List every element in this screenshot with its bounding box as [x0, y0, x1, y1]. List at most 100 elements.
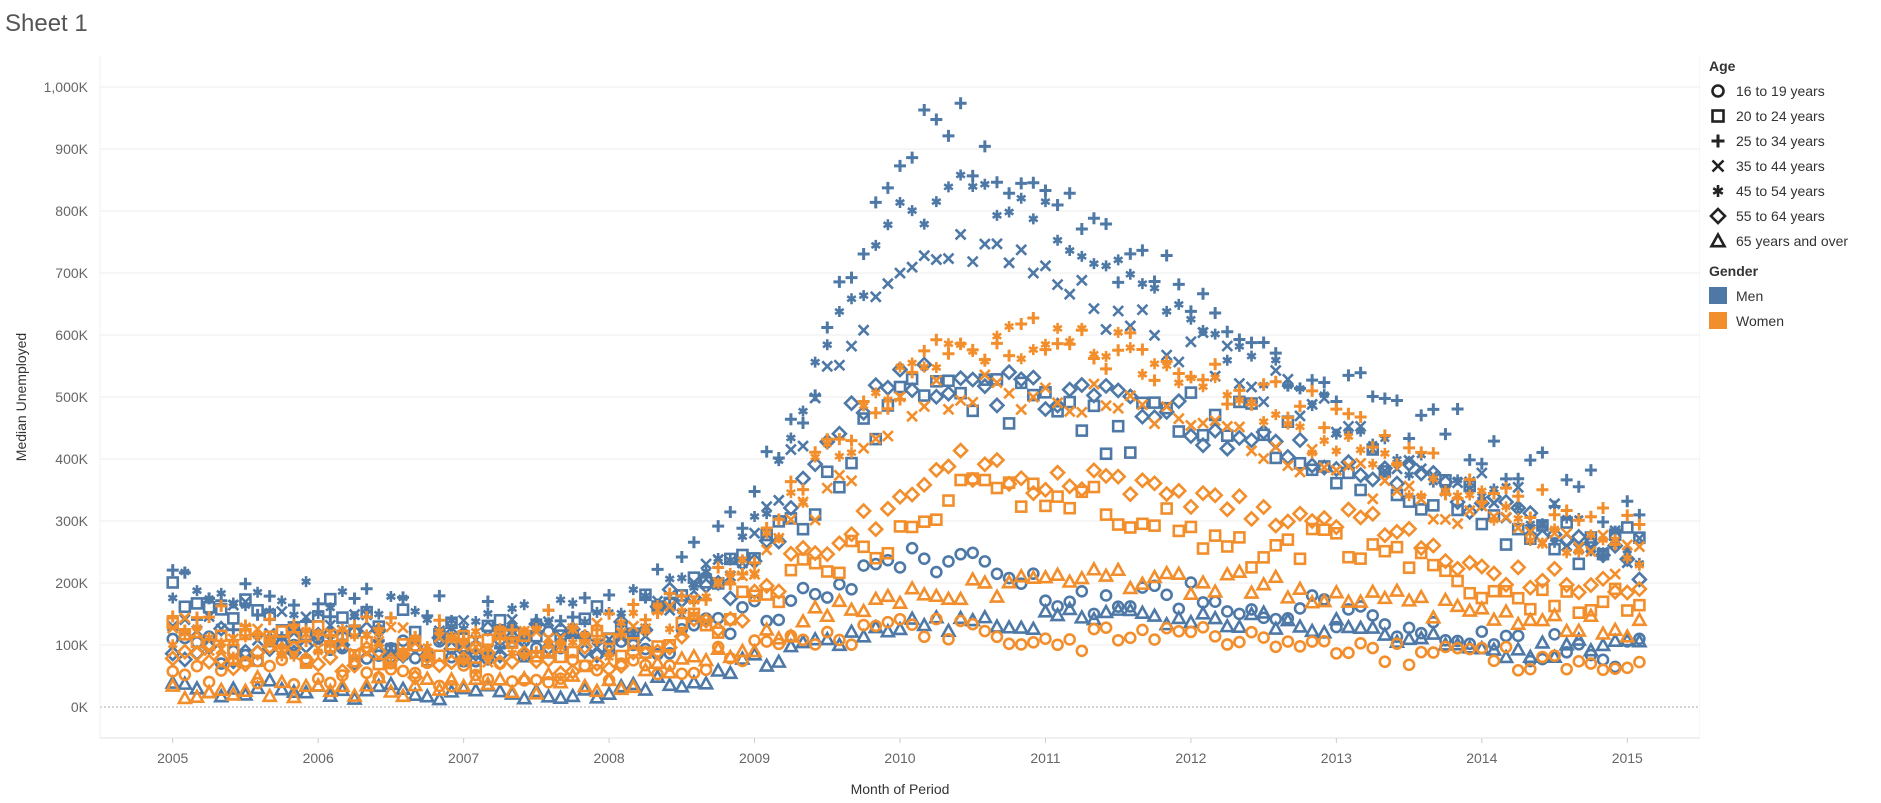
- data-point: [1267, 517, 1285, 534]
- data-point: [942, 129, 955, 142]
- data-point: [455, 650, 472, 668]
- data-point: [602, 632, 616, 646]
- data-point: [881, 546, 895, 560]
- data-point: [1342, 603, 1355, 616]
- data-point: [746, 645, 763, 661]
- data-point: [845, 474, 858, 487]
- legend-item-age[interactable]: 65 years and over: [1709, 228, 1879, 253]
- data-point: [528, 652, 545, 670]
- legend-item-gender[interactable]: Women: [1709, 308, 1879, 333]
- data-point: [893, 561, 907, 574]
- data-point: [1475, 517, 1489, 531]
- data-point: [1367, 458, 1378, 470]
- data-point: [1451, 641, 1464, 655]
- data-point: [1364, 619, 1381, 634]
- data-point: [1124, 600, 1137, 613]
- data-point: [1548, 649, 1561, 663]
- data-point: [324, 629, 337, 642]
- data-point: [554, 614, 567, 627]
- data-point: [1416, 490, 1427, 502]
- data-point: [1039, 632, 1052, 646]
- data-point: [1196, 621, 1210, 634]
- data-point: [1233, 421, 1246, 433]
- data-point: [288, 609, 299, 621]
- data-point: [724, 506, 737, 519]
- data-point: [1210, 372, 1221, 384]
- data-point: [1294, 400, 1306, 413]
- legend-item-age[interactable]: 55 to 64 years: [1709, 203, 1879, 228]
- data-point: [555, 594, 566, 606]
- data-point: [903, 381, 921, 399]
- data-point: [1560, 646, 1573, 659]
- data-point: [1182, 585, 1200, 600]
- data-point: [640, 590, 651, 602]
- data-point: [1475, 500, 1488, 512]
- data-point: [966, 396, 979, 409]
- data-point: [748, 527, 761, 540]
- data-point: [1064, 335, 1075, 347]
- data-point: [855, 627, 872, 643]
- data-point: [1570, 583, 1588, 601]
- legend-item-gender[interactable]: Men: [1709, 283, 1879, 308]
- data-point: [845, 271, 858, 284]
- data-point: [1281, 533, 1295, 546]
- data-point: [1137, 278, 1148, 290]
- data-point: [833, 566, 846, 580]
- data-point: [372, 649, 386, 662]
- legend-item-age[interactable]: 45 to 54 years: [1709, 178, 1879, 203]
- legend-item-age[interactable]: 16 to 19 years: [1709, 78, 1879, 103]
- data-point: [1631, 571, 1648, 588]
- data-point: [166, 620, 179, 633]
- data-point: [358, 640, 376, 657]
- data-point: [1582, 607, 1600, 623]
- y-tick-label: 500K: [55, 389, 88, 405]
- data-point: [1449, 560, 1466, 578]
- data-point: [1512, 490, 1525, 503]
- data-point: [809, 514, 822, 526]
- data-point: [1428, 473, 1439, 485]
- data-point: [857, 324, 870, 337]
- data-point: [370, 677, 387, 693]
- data-point: [772, 494, 785, 507]
- data-point: [516, 669, 533, 685]
- data-point: [748, 485, 761, 498]
- data-point: [204, 593, 215, 605]
- data-point: [1039, 381, 1052, 394]
- data-point: [891, 620, 909, 636]
- y-tick-label: 700K: [55, 265, 88, 281]
- data-point: [673, 677, 691, 693]
- data-point: [794, 612, 812, 628]
- data-point: [845, 582, 858, 596]
- data-point: [300, 635, 313, 648]
- data-point: [919, 218, 930, 230]
- data-point: [1582, 576, 1600, 594]
- data-point: [1037, 400, 1054, 418]
- data-point: [1318, 376, 1331, 389]
- data-point: [1379, 447, 1390, 459]
- data-point: [930, 612, 943, 626]
- legend-item-age[interactable]: 25 to 34 years: [1709, 128, 1879, 153]
- data-point: [1000, 475, 1018, 493]
- data-point: [1315, 509, 1333, 527]
- data-point: [857, 248, 870, 261]
- data-point: [749, 568, 760, 580]
- data-point: [1331, 428, 1342, 440]
- data-point: [567, 597, 578, 609]
- series-women-plus: [166, 312, 1646, 664]
- data-point: [978, 555, 992, 568]
- data-point: [1305, 635, 1319, 648]
- data-point: [725, 567, 736, 579]
- data-point: [663, 600, 676, 613]
- data-point: [1439, 640, 1452, 654]
- data-point: [494, 632, 506, 645]
- data-point: [531, 622, 542, 634]
- data-point: [1136, 396, 1149, 410]
- data-point: [1121, 388, 1139, 405]
- data-point: [794, 470, 812, 487]
- legend-item-age[interactable]: 35 to 44 years: [1709, 153, 1879, 178]
- data-point: [591, 617, 603, 630]
- data-point: [881, 615, 895, 629]
- data-point: [1305, 589, 1319, 602]
- legend-item-age[interactable]: 20 to 24 years: [1709, 103, 1879, 128]
- data-point: [1051, 638, 1064, 652]
